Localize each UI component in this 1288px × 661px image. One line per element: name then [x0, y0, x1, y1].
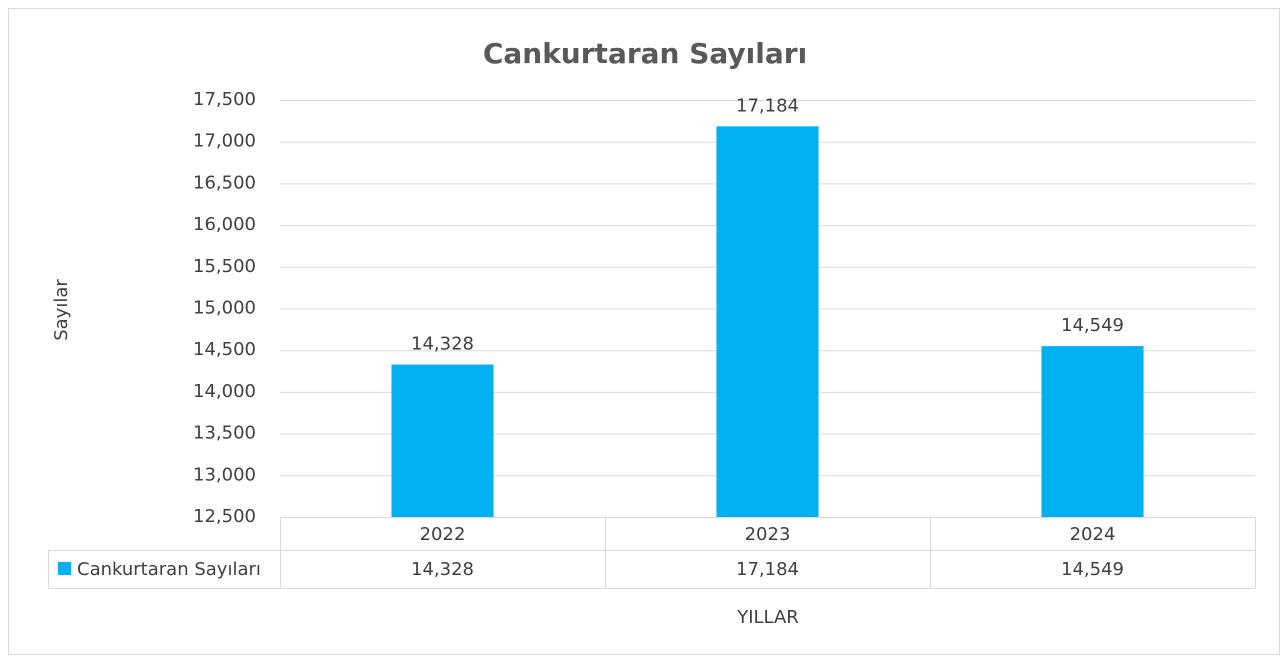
x-axis-title: YILLAR — [736, 607, 799, 628]
legend-swatch — [58, 562, 71, 575]
bar — [391, 364, 494, 517]
y-tick-label: 16,500 — [193, 172, 256, 193]
bar — [1041, 346, 1144, 517]
x-tick-label: 2024 — [1070, 524, 1116, 545]
chart-title: Cankurtaran Sayıları — [483, 37, 807, 70]
y-axis-title: Sayılar — [51, 279, 72, 341]
data-label: 17,184 — [736, 95, 799, 116]
table-value: 14,328 — [411, 559, 474, 580]
y-tick-label: 14,000 — [193, 381, 256, 402]
x-tick-label: 2023 — [745, 524, 791, 545]
table-value: 14,549 — [1061, 559, 1124, 580]
y-tick-label: 15,500 — [193, 256, 256, 277]
y-tick-label: 12,500 — [193, 506, 256, 527]
y-tick-label: 15,000 — [193, 298, 256, 319]
y-tick-label: 14,500 — [193, 339, 256, 360]
table-value: 17,184 — [736, 559, 799, 580]
bar — [716, 126, 819, 517]
y-tick-label: 16,000 — [193, 214, 256, 235]
x-tick-label: 2022 — [420, 524, 466, 545]
data-label: 14,549 — [1061, 315, 1124, 336]
y-tick-label: 17,500 — [193, 89, 256, 110]
legend-label: Cankurtaran Sayıları — [77, 559, 261, 580]
y-tick-label: 13,500 — [193, 423, 256, 444]
data-label: 14,328 — [411, 334, 474, 355]
y-tick-label: 13,000 — [193, 464, 256, 485]
chart-border — [8, 8, 1280, 655]
y-tick-label: 17,000 — [193, 131, 256, 152]
